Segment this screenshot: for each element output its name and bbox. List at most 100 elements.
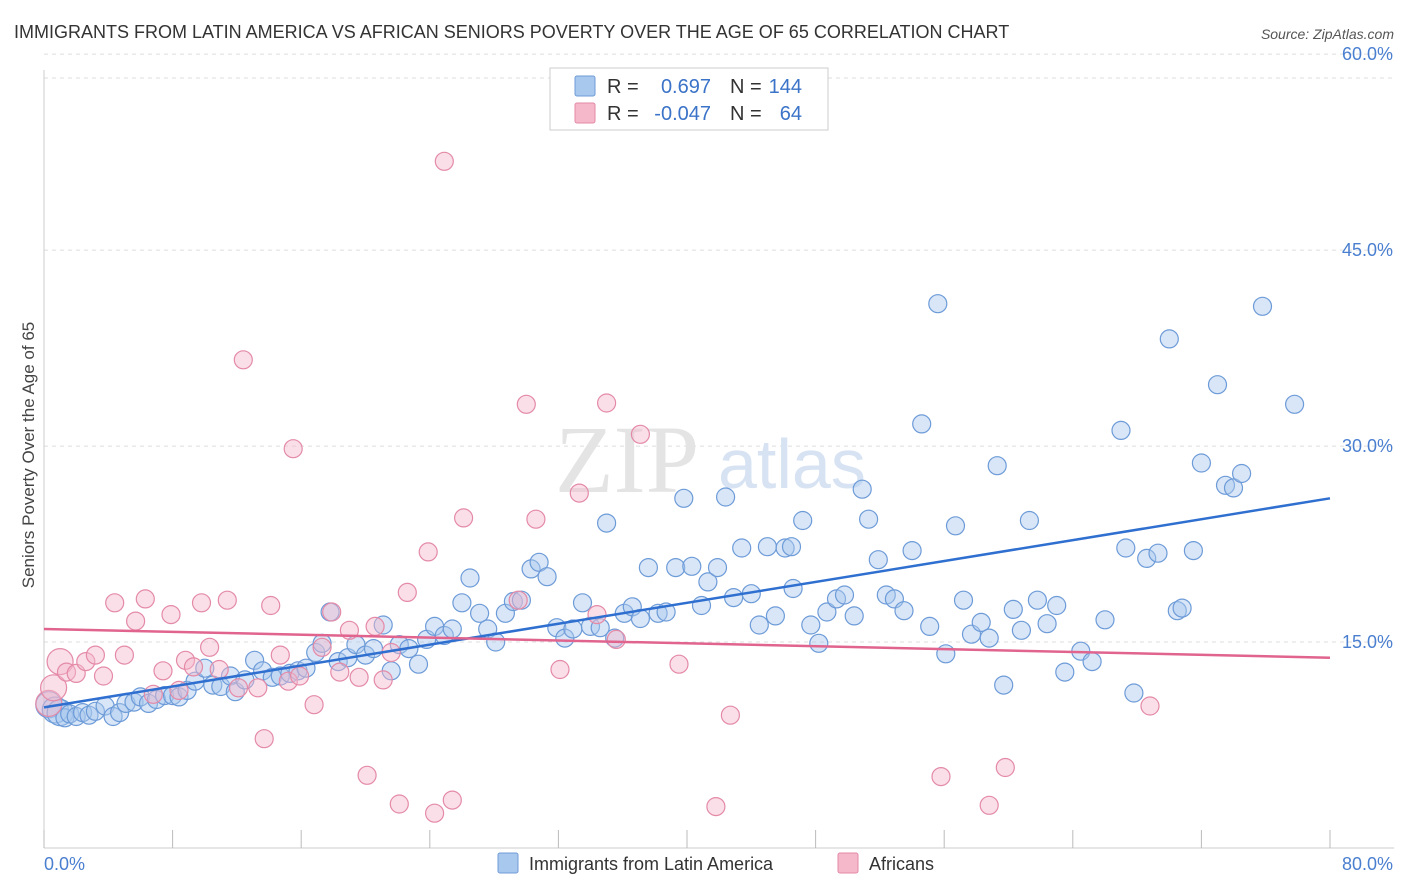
y-tick-label: 15.0%	[1342, 632, 1393, 652]
data-point	[357, 765, 377, 785]
bottom-legend-swatch-blue	[497, 852, 519, 874]
data-point	[1191, 453, 1212, 473]
data-point	[920, 616, 940, 637]
data-point	[389, 794, 409, 814]
chart-source: Source: ZipAtlas.com	[1261, 26, 1394, 42]
legend-r-value-pink: -0.047	[654, 103, 711, 125]
data-point	[161, 604, 181, 625]
data-point	[1172, 598, 1192, 618]
data-point	[783, 578, 803, 599]
data-point	[596, 513, 617, 533]
trend-line-latin-america	[43, 497, 1331, 709]
data-point	[1055, 662, 1075, 682]
data-point	[442, 790, 462, 810]
data-point	[304, 695, 324, 715]
bottom-legend-label-pink: Africans	[869, 854, 934, 874]
legend-r-label-pink: R =	[607, 103, 639, 125]
data-point	[781, 537, 802, 557]
data-point	[373, 615, 393, 635]
legend-r-label-blue: R =	[607, 76, 639, 98]
data-point	[85, 645, 106, 665]
data-point	[93, 666, 114, 686]
data-point	[858, 509, 879, 529]
watermark: ZIP atlas	[555, 406, 866, 513]
data-point	[373, 670, 393, 690]
data-point	[418, 542, 438, 562]
data-point	[757, 537, 778, 557]
data-point	[126, 611, 146, 631]
data-point	[995, 757, 1015, 778]
data-point	[1252, 296, 1273, 316]
data-point	[674, 488, 694, 508]
data-point	[153, 661, 173, 681]
data-point	[191, 593, 212, 613]
data-point	[209, 659, 229, 680]
data-point	[596, 393, 617, 413]
data-point	[666, 557, 686, 578]
data-point	[278, 671, 298, 691]
data-point	[1095, 610, 1115, 630]
data-point	[1148, 543, 1168, 563]
data-point	[434, 151, 454, 171]
data-point	[434, 625, 454, 646]
data-point	[945, 516, 966, 536]
data-point	[723, 587, 744, 608]
data-point	[894, 601, 914, 621]
data-point	[283, 439, 303, 459]
data-point	[902, 540, 922, 561]
data-point	[183, 657, 204, 677]
data-point	[868, 550, 888, 570]
bottom-legend-label-blue: Immigrants from Latin America	[529, 854, 774, 874]
data-point	[834, 585, 855, 605]
data-point	[1003, 599, 1023, 620]
data-point	[801, 615, 821, 635]
data-point	[442, 619, 462, 639]
data-point	[569, 483, 589, 503]
data-point	[200, 637, 220, 657]
bottom-legend: Immigrants from Latin America Africans	[497, 852, 934, 874]
data-point	[39, 674, 68, 702]
data-point	[793, 510, 813, 531]
series-africans	[35, 151, 1160, 823]
data-point	[1223, 478, 1244, 498]
data-point	[217, 590, 237, 610]
y-tick-label: 60.0%	[1342, 44, 1393, 64]
x-tick-label-max: 80.0%	[1342, 854, 1393, 874]
data-point	[550, 659, 570, 680]
data-point	[587, 604, 607, 625]
data-point	[1111, 420, 1131, 440]
data-point	[749, 615, 769, 635]
data-point	[775, 538, 795, 558]
y-tick-labels: 15.0% 30.0% 45.0% 60.0%	[1342, 44, 1393, 652]
data-point	[706, 796, 726, 817]
data-point	[526, 509, 546, 529]
data-point	[971, 612, 991, 633]
legend-swatch-pink	[574, 102, 596, 124]
data-point	[516, 394, 536, 414]
data-point	[454, 508, 474, 528]
data-point	[56, 662, 77, 682]
data-point	[1047, 595, 1067, 616]
data-point	[572, 593, 593, 613]
trend-line-africans	[43, 627, 1331, 659]
legend-n-value-pink: 64	[780, 103, 802, 125]
data-point	[452, 593, 472, 613]
x-axis-ticks	[43, 830, 1331, 848]
data-point	[720, 705, 741, 725]
chart-title: IMMIGRANTS FROM LATIN AMERICA VS AFRICAN…	[14, 22, 1009, 42]
data-point	[936, 644, 956, 664]
data-point	[1116, 538, 1136, 558]
data-point	[1140, 696, 1160, 716]
legend-n-label-pink: N =	[730, 103, 762, 125]
data-point	[1082, 651, 1102, 672]
legend-box	[549, 67, 829, 131]
trend-lines	[43, 497, 1331, 709]
data-point	[844, 606, 864, 626]
data-point	[979, 628, 999, 648]
data-point	[953, 590, 974, 610]
data-point	[233, 350, 253, 370]
bottom-legend-swatch-pink	[837, 852, 859, 874]
data-point	[630, 424, 651, 444]
legend: R = 0.697 N = 144 R = -0.047 N = 64	[549, 67, 829, 131]
